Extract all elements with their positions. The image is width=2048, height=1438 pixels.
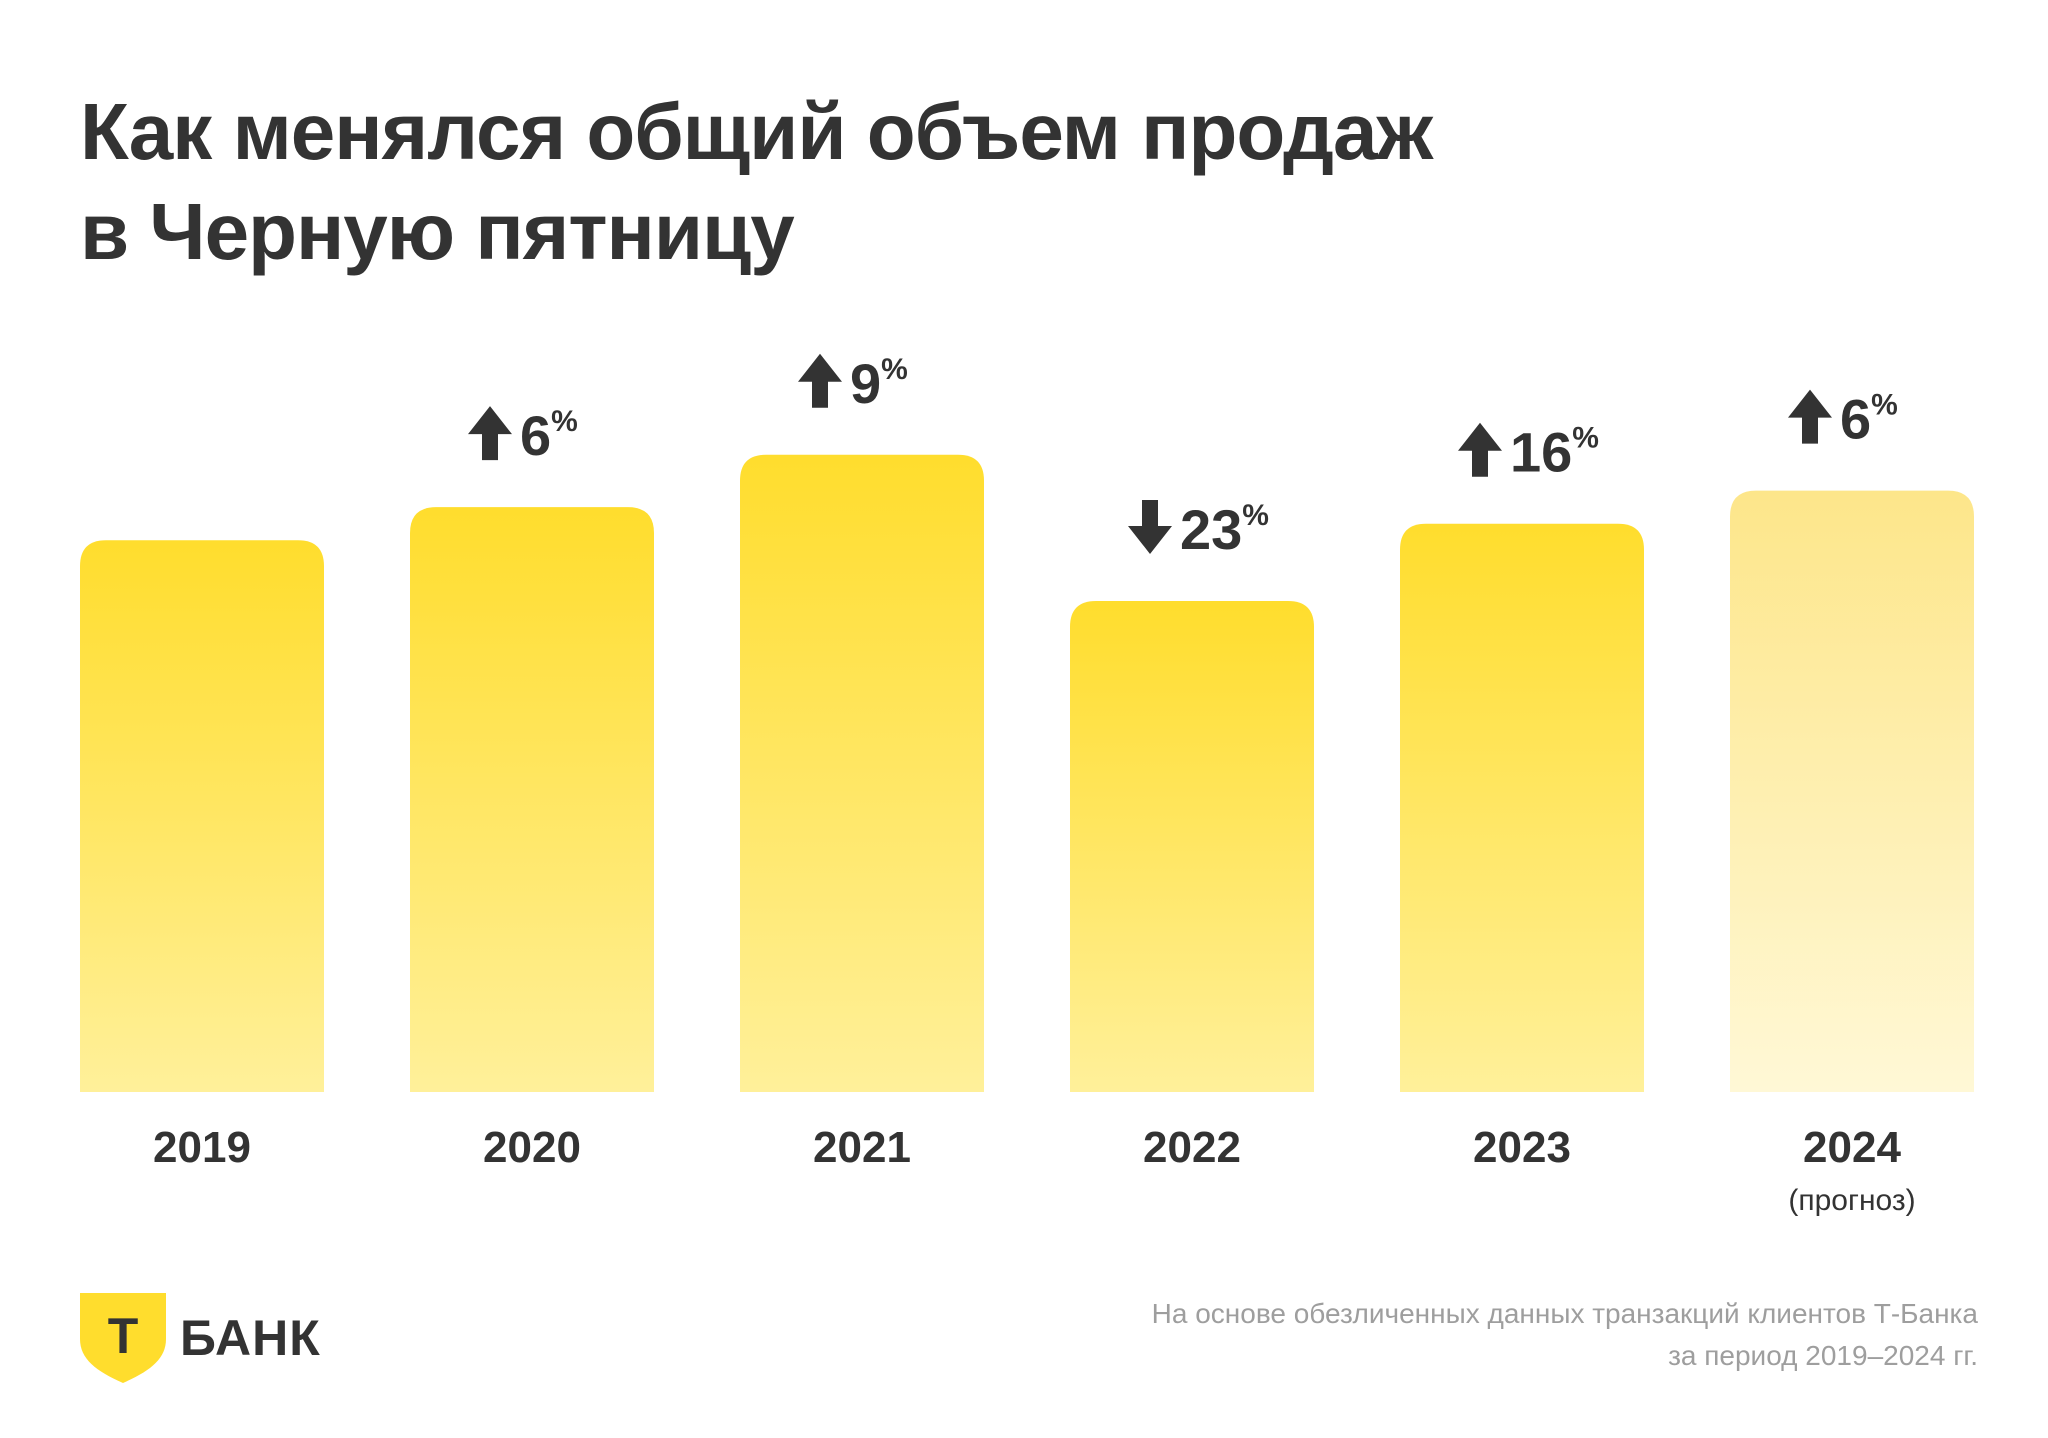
bar-2022 xyxy=(1070,600,1314,1092)
logo-letter: Т xyxy=(108,1308,139,1364)
x-tick-label-2023: 2023 xyxy=(1473,1123,1571,1172)
bar-2020 xyxy=(410,507,654,1092)
footnote-line1: На основе обезличенных данных транзакций… xyxy=(1151,1298,1978,1329)
chart-title: Как менялся общий объем продаж в Черную … xyxy=(80,82,1580,282)
change-label-2022: 23% xyxy=(1180,498,1269,561)
x-tick-label-2019: 2019 xyxy=(153,1123,251,1172)
chart-title-line1: Как менялся общий объем продаж xyxy=(80,87,1433,176)
bar-2023 xyxy=(1400,523,1644,1092)
x-tick-label-2021: 2021 xyxy=(813,1123,911,1172)
change-label-2021: 9% xyxy=(850,352,908,415)
bar-2021 xyxy=(740,454,984,1092)
arrow-up-icon-2024 xyxy=(1788,389,1832,444)
arrow-down-icon-2022 xyxy=(1128,499,1172,554)
change-label-2023: 16% xyxy=(1510,421,1599,484)
logo-wordmark: БАНК xyxy=(180,1310,321,1366)
chart-title-line2: в Черную пятницу xyxy=(80,187,795,276)
change-label-2024: 6% xyxy=(1840,388,1898,451)
bar-chart: 2019 2020 6% 2021 9% 2022 23% 2023 16% 2024 (прогн… xyxy=(80,352,1974,1217)
x-tick-label-2024: 2024 xyxy=(1803,1123,1901,1172)
x-tick-label-2020: 2020 xyxy=(483,1123,581,1172)
arrow-up-icon-2020 xyxy=(468,406,512,461)
brand-logo: Т БАНК xyxy=(80,1293,380,1383)
x-tick-label-2022: 2022 xyxy=(1143,1123,1241,1172)
arrow-up-icon-2023 xyxy=(1458,422,1502,477)
footnote-line2: за период 2019–2024 гг. xyxy=(1668,1340,1978,1371)
bar-2019 xyxy=(80,540,324,1092)
bar-2024 xyxy=(1730,490,1974,1092)
change-label-2020: 6% xyxy=(520,404,578,467)
bank-shield-icon: Т xyxy=(80,1293,166,1383)
x-tick-note-2024: (прогноз) xyxy=(1788,1184,1915,1217)
arrow-up-icon-2021 xyxy=(798,353,842,408)
source-footnote: На основе обезличенных данных транзакций… xyxy=(978,1293,1978,1377)
